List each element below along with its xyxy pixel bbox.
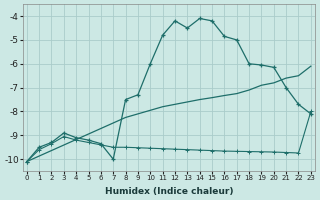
- X-axis label: Humidex (Indice chaleur): Humidex (Indice chaleur): [105, 187, 233, 196]
